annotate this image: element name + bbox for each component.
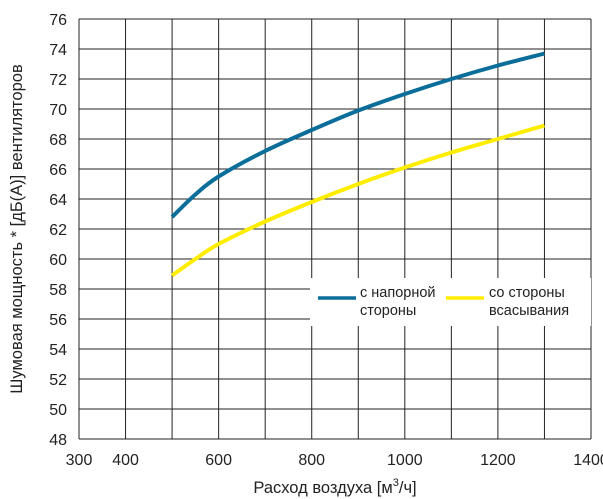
y-tick-label: 60 <box>49 252 67 269</box>
x-tick-label: 1200 <box>480 452 516 469</box>
x-tick-label: 600 <box>205 452 232 469</box>
x-axis-label: Расход воздуха [м3/ч] <box>253 477 416 497</box>
tick-labels: 48 50 52 54 56 58 60 62 64 66 68 70 72 74 76 300 400 600 8… <box>49 12 603 469</box>
legend-background <box>310 278 591 326</box>
legend: с напорной стороны со стороны всасывания <box>310 278 591 326</box>
y-tick-label: 74 <box>49 42 67 59</box>
grid <box>78 18 592 440</box>
y-tick-label: 68 <box>49 132 67 149</box>
series-lines <box>170 51 546 278</box>
y-tick-label: 70 <box>49 102 67 119</box>
legend-label-suction-line2: всасывания <box>489 303 569 319</box>
legend-label-discharge-line1: с напорной <box>360 285 436 301</box>
series-line-0 <box>170 51 545 219</box>
x-tick-label: 300 <box>66 452 93 469</box>
y-axis-label: Шумовая мощность * [дБ(А)] вентиляторов <box>8 64 26 394</box>
y-tick-label: 62 <box>49 222 67 239</box>
legend-label-suction-line1: со стороны <box>489 285 565 301</box>
y-tick-label: 66 <box>49 162 67 179</box>
x-tick-label: 800 <box>298 452 325 469</box>
y-tick-label: 72 <box>49 72 67 89</box>
y-tick-label: 64 <box>49 192 67 209</box>
y-tick-label: 54 <box>49 342 67 359</box>
y-tick-label: 56 <box>49 312 67 329</box>
y-tick-label: 48 <box>49 432 67 449</box>
legend-label-discharge-line2: стороны <box>360 303 416 319</box>
x-tick-label: 1400 <box>573 452 603 469</box>
y-tick-label: 76 <box>49 12 67 29</box>
x-tick-label: 1000 <box>387 452 423 469</box>
x-tick-label: 400 <box>112 452 139 469</box>
y-tick-label: 50 <box>49 402 67 419</box>
y-tick-label: 58 <box>49 282 67 299</box>
series-line-1 <box>170 123 546 278</box>
y-tick-label: 52 <box>49 372 67 389</box>
